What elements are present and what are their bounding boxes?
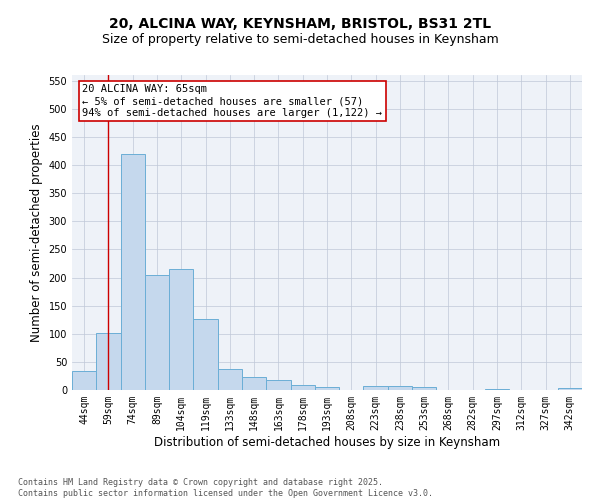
Bar: [242, 377, 266, 390]
Y-axis label: Number of semi-detached properties: Number of semi-detached properties: [30, 123, 43, 342]
X-axis label: Distribution of semi-detached houses by size in Keynsham: Distribution of semi-detached houses by …: [154, 436, 500, 448]
Bar: [388, 386, 412, 390]
Bar: [96, 332, 121, 390]
Bar: [485, 389, 509, 390]
Bar: [145, 275, 169, 390]
Bar: [558, 388, 582, 390]
Bar: [266, 380, 290, 390]
Bar: [364, 386, 388, 390]
Bar: [218, 368, 242, 390]
Text: 20 ALCINA WAY: 65sqm
← 5% of semi-detached houses are smaller (57)
94% of semi-d: 20 ALCINA WAY: 65sqm ← 5% of semi-detach…: [82, 84, 382, 117]
Bar: [72, 372, 96, 390]
Text: Size of property relative to semi-detached houses in Keynsham: Size of property relative to semi-detach…: [101, 32, 499, 46]
Bar: [315, 387, 339, 390]
Bar: [412, 387, 436, 390]
Bar: [121, 154, 145, 390]
Text: 20, ALCINA WAY, KEYNSHAM, BRISTOL, BS31 2TL: 20, ALCINA WAY, KEYNSHAM, BRISTOL, BS31 …: [109, 18, 491, 32]
Bar: [169, 269, 193, 390]
Bar: [290, 385, 315, 390]
Bar: [193, 318, 218, 390]
Text: Contains HM Land Registry data © Crown copyright and database right 2025.
Contai: Contains HM Land Registry data © Crown c…: [18, 478, 433, 498]
